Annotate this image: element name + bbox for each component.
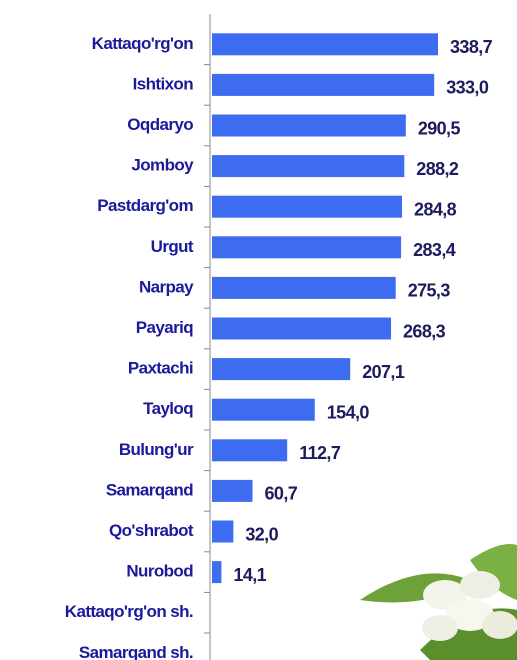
category-label: Tayloq [143, 399, 193, 418]
category-label: Qo'shrabot [109, 521, 194, 540]
value-label: 60,7 [265, 484, 298, 504]
page: {"chart_data": {"type": "bar", "orientat… [0, 0, 517, 660]
value-label: 154,0 [327, 402, 370, 422]
bar [212, 155, 404, 177]
bar [212, 561, 221, 583]
bar [212, 521, 233, 543]
category-label: Kattaqo'rg'on [92, 34, 194, 53]
value-label: 32,0 [245, 524, 278, 544]
category-label: Bulung'ur [119, 440, 194, 459]
bar [212, 196, 402, 218]
bar [212, 358, 350, 380]
value-label: 284,8 [414, 199, 457, 219]
category-label: Payariq [136, 318, 193, 337]
bar [212, 318, 391, 340]
value-label: 112,7 [299, 443, 341, 463]
bar [212, 399, 315, 421]
category-label: Jomboy [131, 156, 194, 175]
chart: Kattaqo'rg'on 338,7 Ishtixon 333,0 Oqdaryo 29… [0, 0, 517, 660]
category-label: Urgut [151, 237, 194, 256]
value-label: 14,1 [233, 565, 266, 585]
category-label: Narpay [139, 277, 194, 296]
value-label: 275,3 [408, 281, 451, 301]
value-label: 288,2 [416, 159, 459, 179]
value-label: 268,3 [403, 321, 446, 341]
cocoon-decoration [360, 544, 517, 660]
category-label: Samarqand sh. [79, 643, 193, 660]
category-label: Nurobod [126, 562, 193, 581]
category-label: Oqdaryo [127, 115, 193, 134]
bar [212, 74, 434, 96]
category-label: Ishtixon [133, 74, 194, 93]
bar [212, 277, 396, 299]
category-label: Pastdarg'om [97, 196, 193, 215]
value-label: 283,4 [413, 240, 456, 260]
category-label: Paxtachi [128, 359, 193, 378]
bar [212, 480, 253, 502]
bar [212, 439, 287, 461]
value-label: 333,0 [446, 78, 489, 98]
bar [212, 115, 406, 137]
value-label: 338,7 [450, 37, 493, 57]
bar [212, 236, 401, 258]
bar [212, 33, 438, 55]
category-label: Samarqand [106, 480, 193, 499]
value-label: 290,5 [418, 118, 461, 138]
category-label: Kattaqo'rg'on sh. [65, 602, 193, 621]
value-label: 207,1 [362, 362, 405, 382]
